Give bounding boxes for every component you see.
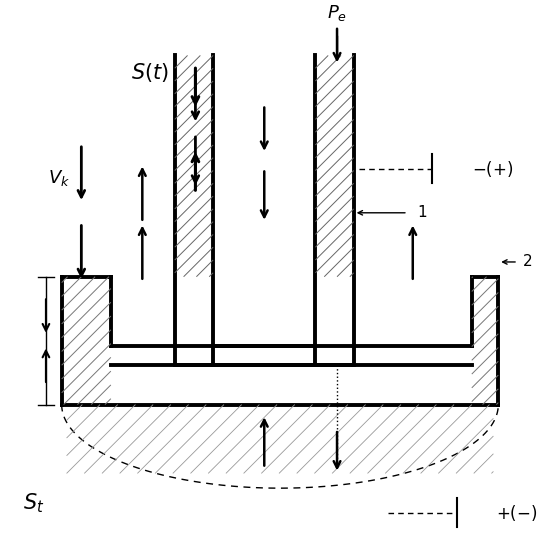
- Text: $+(-)$: $+(-)$: [496, 503, 538, 523]
- Text: $S_t$: $S_t$: [24, 491, 45, 515]
- Text: $P_e$: $P_e$: [327, 3, 347, 23]
- Text: 1: 1: [418, 206, 427, 221]
- Text: $-(+)$: $-(+)$: [472, 159, 513, 179]
- Text: 2: 2: [523, 255, 533, 270]
- Text: $V_k$: $V_k$: [48, 168, 70, 188]
- Text: $S(t)$: $S(t)$: [131, 61, 169, 84]
